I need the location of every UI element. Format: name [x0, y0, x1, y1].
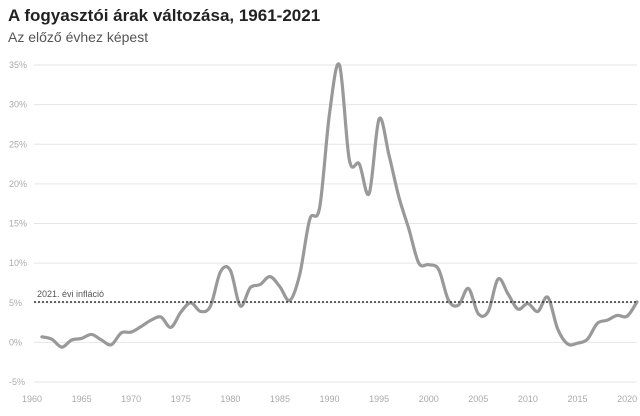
- y-tick-label: 35%: [9, 60, 27, 70]
- y-tick-label: 20%: [9, 179, 27, 189]
- y-tick-label: 5%: [9, 298, 22, 308]
- reference-line-label: 2021. évi infláció: [37, 289, 104, 299]
- x-tick-label: 2005: [468, 394, 488, 404]
- y-tick-label: 0%: [9, 337, 22, 347]
- x-tick-label: 1980: [220, 394, 240, 404]
- x-tick-label: 1960: [22, 394, 42, 404]
- chart-subtitle: Az előző évhez képest: [8, 29, 149, 45]
- x-tick-label: 1990: [320, 394, 340, 404]
- x-tick-label: 2015: [567, 394, 587, 404]
- y-tick-label: 25%: [9, 139, 27, 149]
- series-line-0: [40, 62, 639, 349]
- y-tick-label: 10%: [9, 258, 27, 268]
- x-tick-label: 2000: [419, 394, 439, 404]
- x-tick-label: 1970: [121, 394, 141, 404]
- x-tick-label: 1975: [171, 394, 191, 404]
- y-tick-label: 30%: [9, 100, 27, 110]
- y-tick-label: 15%: [9, 219, 27, 229]
- x-tick-label: 2020: [617, 394, 637, 404]
- chart-title: A fogyasztói árak változása, 1961-2021: [8, 6, 321, 25]
- x-tick-label: 1985: [270, 394, 290, 404]
- x-tick-label: 1995: [369, 394, 389, 404]
- x-tick-label: 2010: [518, 394, 538, 404]
- x-tick-label: 1965: [72, 394, 92, 404]
- y-tick-label: -5%: [9, 377, 25, 387]
